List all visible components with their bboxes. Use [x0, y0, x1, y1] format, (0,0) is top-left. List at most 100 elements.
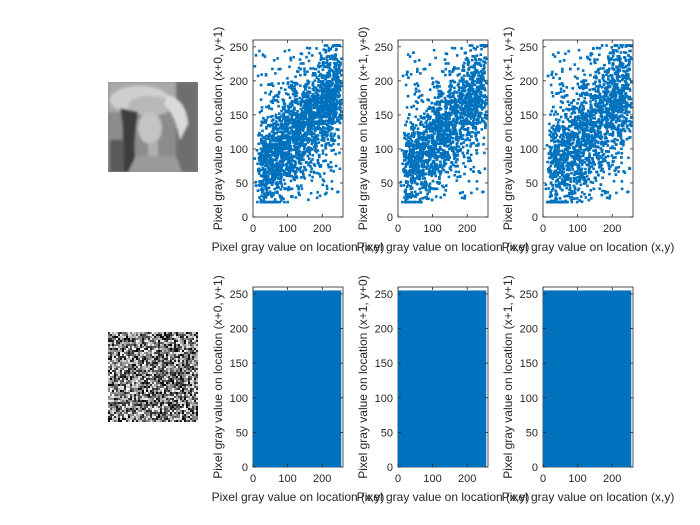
scatter-point: [312, 100, 316, 104]
noise-pixel: [184, 340, 186, 342]
noise-pixel: [166, 348, 168, 350]
scatter-point: [278, 165, 281, 168]
scatter-point: [314, 149, 317, 152]
scatter-point: [337, 75, 340, 79]
scatter-point: [327, 165, 331, 169]
noise-pixel: [188, 372, 190, 374]
scatter-point: [457, 86, 461, 89]
noise-pixel: [128, 364, 130, 366]
noise-pixel: [120, 334, 122, 336]
noise-pixel: [148, 332, 150, 334]
noise-pixel: [160, 400, 162, 402]
noise-pixel: [128, 396, 130, 398]
scatter-point: [326, 63, 330, 67]
noise-pixel: [142, 410, 144, 412]
scatter-point: [275, 120, 278, 124]
noise-pixel: [168, 350, 170, 352]
noise-pixel: [180, 376, 182, 378]
noise-pixel: [124, 346, 126, 348]
noise-pixel: [166, 376, 168, 378]
noise-pixel: [134, 406, 136, 408]
scatter-point: [272, 200, 276, 204]
scatter-point: [333, 132, 336, 136]
noise-pixel: [166, 346, 168, 348]
noise-pixel: [184, 378, 186, 380]
scatter-point: [266, 124, 270, 127]
noise-pixel: [196, 418, 198, 420]
noise-pixel: [160, 356, 162, 358]
noise-pixel: [136, 410, 138, 412]
noise-pixel: [126, 404, 128, 406]
scatter-point: [312, 136, 316, 139]
noise-pixel: [140, 410, 142, 412]
noise-pixel: [180, 396, 182, 398]
noise-pixel: [114, 404, 116, 406]
noise-pixel: [156, 386, 158, 388]
noise-pixel: [168, 338, 170, 340]
noise-pixel: [196, 376, 198, 378]
noise-pixel: [188, 344, 190, 346]
scatter-point: [328, 95, 332, 99]
scatter-point: [325, 108, 328, 111]
scatter-point: [300, 123, 304, 126]
noise-pixel: [180, 390, 182, 392]
noise-pixel: [148, 354, 150, 356]
noise-pixel: [120, 368, 122, 370]
scatter-point: [325, 142, 328, 145]
scatter-point: [257, 159, 261, 162]
noise-pixel: [114, 350, 116, 352]
noise-pixel: [184, 362, 186, 364]
noise-pixel: [178, 344, 180, 346]
scatter-point: [313, 79, 317, 82]
noise-pixel: [136, 368, 138, 370]
scatter-point: [260, 150, 264, 153]
noise-pixel: [108, 380, 110, 382]
noise-pixel: [110, 366, 112, 368]
noise-pixel: [158, 374, 160, 376]
scatter-point: [257, 184, 261, 187]
noise-pixel: [168, 336, 170, 338]
noise-pixel: [144, 336, 146, 338]
noise-pixel: [146, 370, 148, 372]
noise-pixel: [184, 376, 186, 378]
scatter-point: [295, 156, 299, 160]
scatter-point: [299, 73, 302, 77]
noise-pixel: [128, 342, 130, 344]
scatter-point: [324, 119, 328, 123]
noise-pixel: [168, 368, 170, 370]
noise-pixel: [192, 416, 194, 418]
noise-pixel: [118, 334, 120, 336]
noise-pixel: [140, 408, 142, 410]
noise-pixel: [164, 350, 166, 352]
scatter-point: [265, 118, 268, 122]
scatter-point: [312, 86, 316, 89]
noise-pixel: [126, 368, 128, 370]
noise-pixel: [168, 358, 170, 360]
noise-pixel: [190, 370, 192, 372]
noise-pixel: [108, 374, 110, 376]
noise-pixel: [190, 410, 192, 412]
noise-pixel: [184, 342, 186, 344]
scatter-point: [277, 163, 281, 167]
noise-pixel: [162, 366, 164, 368]
scatter-point: [332, 142, 335, 146]
scatter-point: [430, 166, 433, 169]
scatter-point: [297, 124, 301, 127]
noise-pixel: [128, 378, 130, 380]
noise-pixel: [158, 356, 160, 358]
noise-pixel: [178, 418, 180, 420]
scatter-point: [274, 113, 278, 117]
scatter-point: [303, 85, 306, 88]
scatter-point: [325, 103, 329, 106]
noise-pixel: [112, 412, 114, 414]
scatter-point: [415, 176, 419, 180]
noise-pixel: [108, 358, 110, 360]
scatter-point: [274, 137, 278, 140]
noise-pixel: [176, 332, 178, 334]
noise-pixel: [182, 392, 184, 394]
noise-pixel: [192, 410, 194, 412]
scatter-point: [338, 151, 341, 155]
scatter-point: [285, 171, 289, 175]
scatter-point: [286, 134, 290, 138]
noise-pixel: [188, 400, 190, 402]
